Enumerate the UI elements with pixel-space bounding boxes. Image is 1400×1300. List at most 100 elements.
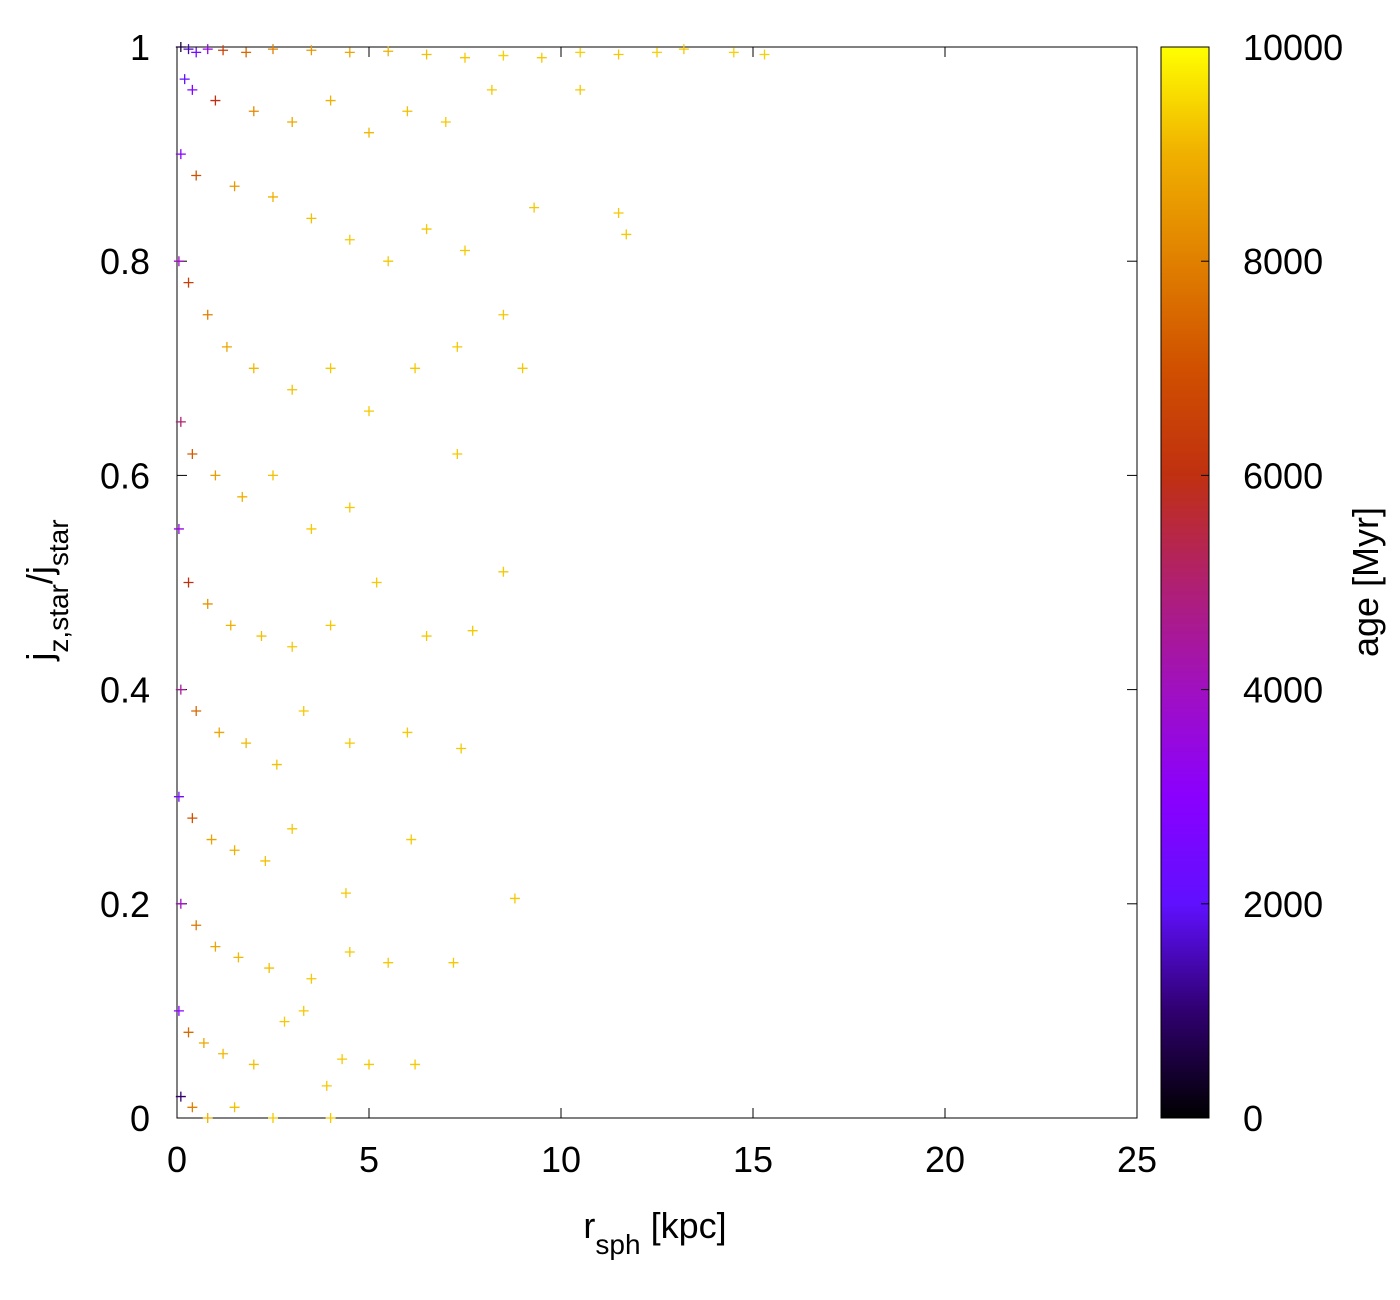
point bbox=[173, 1005, 184, 1016]
point bbox=[306, 45, 317, 56]
point bbox=[233, 952, 244, 963]
point bbox=[214, 727, 225, 738]
point bbox=[321, 1080, 332, 1091]
point bbox=[175, 42, 186, 52]
point bbox=[175, 684, 186, 695]
point bbox=[173, 256, 184, 267]
point bbox=[183, 1027, 194, 1038]
label-part: /j bbox=[19, 566, 60, 584]
point bbox=[241, 47, 252, 58]
point bbox=[402, 106, 413, 117]
point bbox=[621, 229, 632, 240]
point bbox=[183, 577, 194, 588]
point bbox=[191, 920, 202, 931]
point bbox=[452, 341, 463, 352]
point bbox=[383, 256, 394, 267]
colorbar-tick-label: 8000 bbox=[1243, 241, 1323, 282]
colorbar-label: age [Myr] bbox=[1345, 507, 1386, 657]
point bbox=[613, 49, 624, 60]
point bbox=[421, 631, 432, 642]
point bbox=[298, 1005, 309, 1016]
point bbox=[248, 363, 259, 374]
point bbox=[509, 893, 520, 904]
point bbox=[218, 1048, 229, 1059]
point bbox=[337, 1054, 348, 1065]
point bbox=[759, 49, 770, 60]
point bbox=[364, 406, 374, 417]
point bbox=[340, 888, 351, 899]
point bbox=[241, 738, 252, 749]
point bbox=[229, 1102, 240, 1113]
y-axis-label: jz,star/jstar bbox=[19, 519, 74, 661]
point bbox=[206, 834, 217, 845]
point bbox=[421, 224, 432, 235]
point bbox=[202, 1113, 213, 1123]
point bbox=[202, 598, 213, 609]
point bbox=[287, 116, 298, 127]
x-tick-label: 15 bbox=[733, 1139, 773, 1180]
point bbox=[202, 309, 213, 320]
point bbox=[229, 181, 240, 192]
point bbox=[175, 149, 186, 160]
point bbox=[248, 1059, 259, 1070]
point bbox=[229, 845, 240, 856]
point bbox=[421, 49, 432, 60]
point bbox=[187, 84, 198, 95]
point bbox=[287, 823, 298, 834]
point bbox=[306, 213, 317, 224]
colorbar-tick-label: 4000 bbox=[1243, 670, 1323, 711]
label-part: star bbox=[43, 519, 74, 566]
point bbox=[498, 50, 509, 61]
x-axis-label: rsph [kpc] bbox=[583, 1205, 726, 1260]
label-part: z,star bbox=[43, 584, 74, 652]
point bbox=[179, 74, 190, 85]
point bbox=[202, 44, 213, 55]
point bbox=[210, 95, 221, 106]
point bbox=[271, 759, 282, 770]
point bbox=[364, 1059, 374, 1070]
point bbox=[325, 620, 336, 631]
point bbox=[173, 523, 184, 534]
point bbox=[517, 363, 528, 374]
point bbox=[678, 44, 689, 55]
point bbox=[187, 448, 198, 459]
point bbox=[652, 47, 662, 58]
point bbox=[448, 957, 459, 968]
colorbar-tick-label: 2000 bbox=[1243, 884, 1323, 925]
point bbox=[260, 855, 271, 866]
label-part: j bbox=[19, 653, 60, 662]
point bbox=[325, 363, 336, 374]
point bbox=[306, 523, 317, 534]
point bbox=[498, 309, 509, 320]
point bbox=[268, 470, 278, 481]
x-tick-label: 25 bbox=[1117, 1139, 1157, 1180]
point bbox=[268, 44, 278, 55]
point bbox=[371, 577, 382, 588]
point bbox=[225, 620, 236, 631]
point bbox=[175, 416, 186, 427]
point bbox=[325, 1113, 336, 1123]
points bbox=[173, 42, 770, 1123]
point bbox=[187, 813, 198, 824]
point bbox=[344, 47, 355, 58]
point bbox=[306, 973, 317, 984]
point bbox=[279, 1016, 290, 1027]
point bbox=[248, 106, 259, 117]
point bbox=[264, 963, 275, 974]
point bbox=[575, 47, 586, 58]
point bbox=[344, 234, 355, 245]
colorbar-tick-label: 10000 bbox=[1243, 27, 1343, 68]
point bbox=[191, 47, 202, 58]
point bbox=[191, 170, 202, 181]
point bbox=[402, 727, 413, 738]
point bbox=[344, 738, 355, 749]
point bbox=[218, 45, 229, 56]
point bbox=[467, 625, 478, 636]
point bbox=[406, 834, 417, 845]
point bbox=[452, 448, 463, 459]
point bbox=[383, 46, 394, 57]
point bbox=[210, 470, 221, 481]
colorbar bbox=[1160, 46, 1210, 1119]
point bbox=[486, 84, 497, 95]
